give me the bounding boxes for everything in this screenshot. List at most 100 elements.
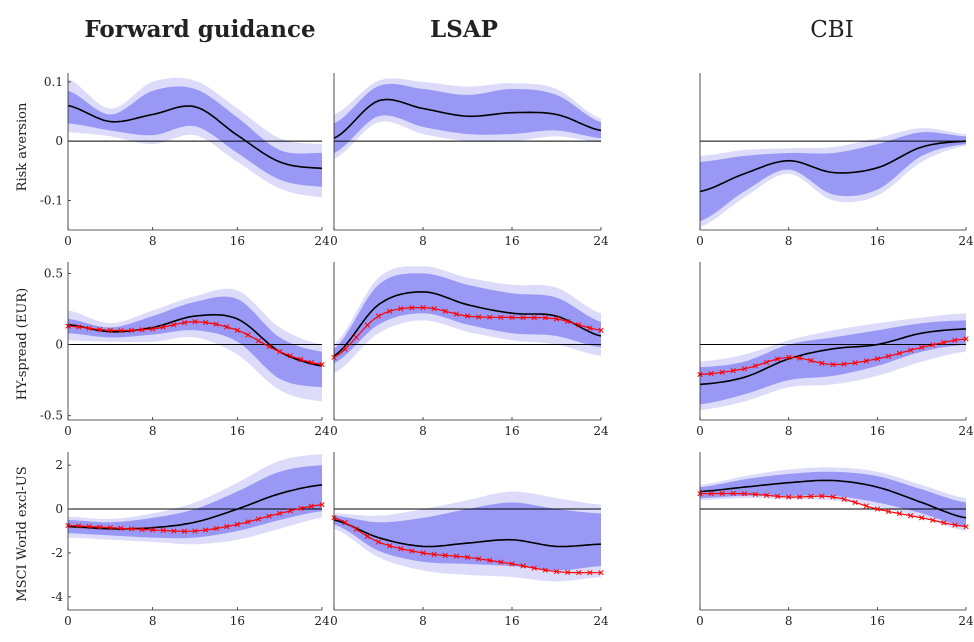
red-marker (398, 306, 404, 312)
red-marker (752, 363, 759, 369)
y-tick-label: 0 (55, 134, 63, 148)
red-marker (409, 305, 415, 311)
red-marker (319, 361, 325, 368)
x-tick-label: 24 (314, 234, 330, 248)
red-marker (774, 356, 781, 362)
red-marker (128, 327, 135, 333)
red-marker (128, 526, 135, 532)
red-marker (453, 553, 460, 559)
red-marker (107, 327, 113, 333)
red-marker (952, 522, 958, 528)
y-tick-label: -2 (51, 546, 63, 560)
red-marker (160, 324, 166, 330)
red-marker (930, 342, 936, 348)
y-tick-label: 2 (55, 458, 63, 472)
red-marker (919, 344, 925, 351)
red-marker (386, 543, 393, 549)
panel-r3c1: 0 8 16 24 -4 -2 0 2 (51, 452, 330, 628)
red-marker (342, 519, 348, 526)
x-tick-label: 8 (149, 234, 157, 248)
red-marker (139, 327, 145, 333)
x-tick-label: 24 (314, 614, 330, 628)
red-marker (75, 523, 82, 529)
inner-confidence-band (700, 132, 966, 222)
red-marker (542, 315, 549, 321)
red-marker (97, 326, 103, 333)
red-marker (171, 528, 177, 534)
red-marker (139, 526, 145, 533)
red-marker (409, 548, 415, 554)
y-tick-label: 0 (55, 502, 63, 516)
red-marker (774, 493, 781, 499)
red-marker (398, 546, 404, 552)
red-marker (234, 521, 240, 528)
red-marker (730, 490, 736, 497)
median-response-line (333, 519, 602, 548)
red-marker (531, 565, 537, 571)
red-marker (841, 496, 847, 502)
inner-confidence-band (68, 465, 322, 539)
red-marker (498, 314, 504, 320)
red-marker (487, 314, 493, 320)
median-response-line (699, 328, 967, 386)
red-marker (277, 349, 283, 355)
red-marker (564, 569, 571, 576)
red-marker (498, 559, 504, 565)
red-marker (192, 528, 198, 534)
red-marker (852, 499, 858, 506)
red-marker (308, 503, 315, 509)
red-marker (224, 523, 230, 530)
red-marker (86, 325, 92, 331)
row-label-msci-world: MSCI World excl-US (15, 466, 30, 601)
red-marker (160, 527, 166, 534)
x-tick-label: 24 (958, 424, 974, 438)
x-tick-label: 24 (593, 424, 609, 438)
red-marker (885, 353, 892, 359)
red-marker (150, 326, 156, 332)
x-tick-label: 0 (696, 234, 704, 248)
red-marker (97, 524, 103, 530)
red-marker (598, 327, 604, 333)
x-tick-label: 0 (330, 234, 338, 248)
x-tick-label: 8 (419, 614, 427, 628)
red-marker (150, 527, 156, 533)
red-marker (171, 322, 177, 328)
x-tick-label: 8 (419, 234, 427, 248)
red-marker (553, 568, 560, 575)
red-marker (919, 515, 925, 521)
red-marker (464, 313, 471, 319)
red-marker (830, 494, 836, 500)
x-tick-label: 16 (870, 234, 885, 248)
red-marker (896, 510, 903, 517)
red-marker (245, 519, 251, 525)
red-marker (763, 359, 770, 365)
x-tick-label: 8 (785, 614, 793, 628)
red-marker (431, 551, 437, 558)
red-marker (442, 308, 448, 314)
panel-r2c1: 0 8 16 24-0.500.5 (40, 262, 330, 438)
median-response-line (67, 484, 323, 530)
x-tick-label: 16 (504, 614, 519, 628)
outer-confidence-band (68, 288, 322, 402)
red-marker (852, 360, 858, 366)
red-marker (763, 492, 770, 498)
median-response-line (699, 479, 967, 519)
x-tick-label: 0 (64, 424, 72, 438)
red-marker (464, 554, 471, 560)
panel-r2c2: 0 8 16 24 (330, 262, 609, 438)
red-marker (308, 359, 315, 366)
red-marker (819, 360, 825, 366)
red-marker (741, 366, 747, 372)
x-tick-label: 0 (330, 424, 338, 438)
red-marker (808, 493, 814, 500)
x-tick-label: 8 (149, 424, 157, 438)
red-marker (963, 336, 969, 342)
x-tick-label: 8 (149, 614, 157, 628)
panel-r1c1: 0 8 16 24 -0.1 0 0.1 (40, 73, 330, 248)
red-marker (420, 304, 426, 311)
inner-confidence-band (68, 86, 322, 187)
red-marker (553, 316, 560, 322)
red-marker (202, 527, 209, 533)
x-tick-label: 8 (785, 424, 793, 438)
